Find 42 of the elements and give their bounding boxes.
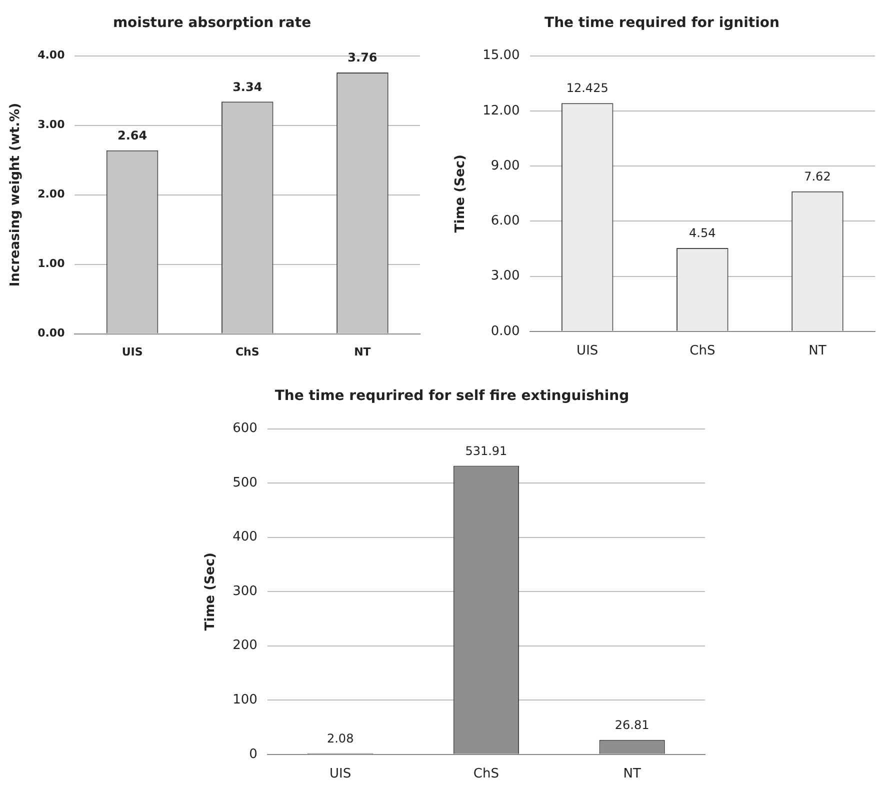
data-label: 12.425 [566,81,608,96]
chart-title: The time requrired for self fire extinguishing [274,388,630,404]
y-tick-label: 4.00 [38,48,66,62]
y-tick-label: 9.00 [490,158,520,174]
chart-title: The time required for ignition [544,15,780,32]
y-tick-label: 0.00 [490,324,520,339]
y-tick-label: 300 [232,584,258,599]
y-axis-title: Increasing weight (wt.%) [8,102,24,287]
data-label: 26.81 [614,718,650,732]
data-label: 2.08 [326,731,354,746]
data-label: 7.62 [804,170,831,184]
y-tick-label: 1.00 [38,257,66,270]
y-tick-label: 600 [232,421,258,436]
x-tick-label: ChS [235,345,260,358]
y-tick-label: 100 [232,692,258,708]
x-tick-label: UIS [330,766,352,782]
data-label: 4.54 [689,226,716,240]
chart-title: moisture absorption rate [112,15,312,32]
data-label: 531.91 [465,444,508,458]
y-tick-label: 3.00 [490,268,520,284]
y-axis-title: Time (Sec) [203,552,218,631]
y-tick-label: 3.00 [38,118,66,132]
x-tick-label: UIS [122,345,143,358]
y-tick-label: 2.00 [38,188,66,201]
y-tick-label: 200 [232,638,258,654]
y-tick-label: 500 [232,475,258,490]
y-tick-label: 6.00 [490,214,520,229]
data-label: 2.64 [117,128,148,142]
x-tick-label: NT [623,766,641,782]
x-tick-label: ChS [690,344,716,359]
x-tick-label: ChS [473,766,499,782]
y-tick-label: 15.00 [482,48,520,64]
data-label: 3.76 [348,50,378,65]
y-tick-label: 12.00 [482,103,520,118]
data-label: 3.34 [232,80,262,94]
y-tick-label: 0.00 [38,326,66,340]
y-tick-label: 400 [232,530,258,545]
y-axis-title: Time (Sec) [453,154,468,233]
x-tick-label: NT [808,344,826,359]
y-tick-label: 0 [249,746,258,762]
x-tick-label: UIS [576,344,598,359]
x-tick-label: NT [354,345,372,358]
